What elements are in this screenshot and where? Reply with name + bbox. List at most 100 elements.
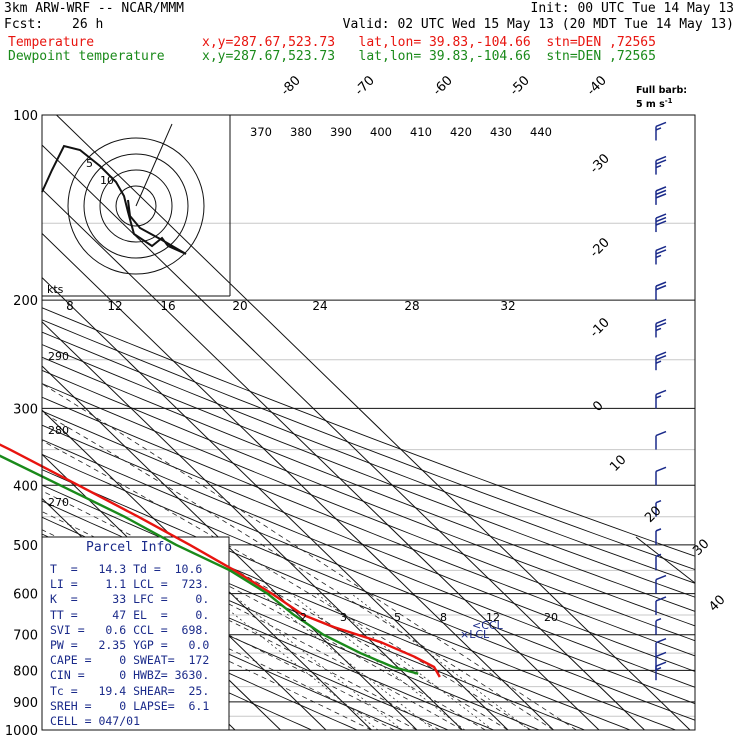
wind-barb-full: [655, 193, 667, 199]
isotherm-line: [42, 321, 463, 730]
wind-barb-full: [655, 189, 667, 196]
wind-barb-full: [655, 121, 667, 128]
parcel-info-row: CIN = 0 HWBZ= 3630.: [50, 668, 210, 683]
wind-barb: [655, 281, 667, 301]
wind-barb-full: [655, 322, 667, 328]
wind-barb: [655, 389, 667, 409]
model-title: 3km ARW-WRF -- NCAR/MMM: [4, 1, 185, 16]
wind-barb: [655, 351, 667, 371]
barb-legend-exponent: -1: [664, 97, 673, 105]
theta-label: 400: [370, 125, 392, 139]
moist-adiabat-line: [42, 490, 486, 730]
hodograph-ring-label: 10: [100, 174, 114, 187]
wind-barb-half: [655, 528, 662, 532]
wind-barb-full: [655, 220, 667, 226]
moist-adiabat-line: [42, 440, 532, 730]
hodograph-ring: [115, 185, 157, 227]
wind-barb-full: [655, 155, 667, 162]
parcel-info-box: [41, 536, 696, 731]
isotherm-line: [42, 232, 554, 730]
wind-barb-full: [655, 661, 667, 667]
parcel-info-row: PW = 2.35 YGP = 0.0: [50, 638, 210, 652]
isotherm-label: -10: [587, 315, 613, 341]
pressure-label: 1000: [5, 724, 38, 739]
pressure-label: 600: [13, 588, 38, 603]
mixing-ratio-label: 5: [394, 611, 401, 624]
temperature-line: [0, 443, 441, 678]
isotherm-line: [42, 144, 645, 730]
hodograph-ring: [99, 169, 173, 243]
wind-barb-full: [655, 355, 667, 361]
wind-barb-full: [655, 466, 667, 472]
wind-barb-full: [655, 596, 667, 602]
parcel-info-row: SVI = 0.6 CCL = 698.: [50, 622, 210, 637]
wind-barb: [655, 661, 667, 681]
wind-barb-full: [655, 430, 667, 437]
barb-legend: Full barb: 5 m s-1: [636, 86, 687, 110]
dry-adiabat-line: [42, 383, 695, 642]
wind-barb-full: [655, 284, 667, 291]
isotherm-line: [42, 276, 509, 730]
isotherm-label: -60: [430, 73, 456, 99]
parcel-info-row: K = 33 LFC = 0.: [50, 592, 210, 607]
wind-barb: [655, 500, 662, 517]
dry-adiabat-line: [42, 410, 695, 672]
sounding-series: [0, 443, 441, 678]
forecast-hour: 26 h: [72, 17, 104, 32]
isotherm-label: -50: [507, 73, 533, 99]
dry-adiabat-line: [42, 331, 695, 584]
isotherm-line: [42, 409, 372, 730]
wind-barb-half: [655, 360, 662, 364]
dry-adiabat-label: 290: [48, 350, 69, 363]
barb-legend-line2: 5 m s: [636, 99, 665, 111]
parcel-info-row: CELL = 047/01: [50, 714, 141, 728]
wind-barb: [655, 618, 662, 635]
isotherm-label: 20: [642, 504, 664, 526]
dry-adiabat-line: [42, 439, 695, 705]
dry-adiabat-line: [42, 424, 695, 688]
wind-barbs: [655, 121, 667, 681]
isotherm-line: [0, 115, 8, 730]
hodograph: 5 10: [41, 115, 231, 297]
wind-barb-half: [655, 327, 662, 332]
parcel-info-row: CAPE = 0 SWEAT= 172: [50, 653, 210, 668]
isotherm-label: 0: [590, 398, 606, 414]
wind-barb-full: [655, 249, 667, 255]
plot-frame: [41, 114, 696, 731]
isotherm-label: -80: [278, 73, 304, 99]
parcel-info-row: TT = 47 EL = 0.: [50, 607, 210, 622]
wind-barb-full: [655, 318, 667, 325]
isotherm-label: -20: [587, 235, 613, 261]
mixing-ratio-label: 2: [300, 611, 307, 624]
parcel-info-frame: [41, 536, 230, 731]
wind-barb-half: [655, 553, 662, 558]
dry-adiabat-line: [42, 356, 695, 612]
wind-barb: [655, 318, 667, 338]
wind-barb: [655, 430, 667, 450]
wind-barb-full: [655, 213, 667, 219]
parcel-info-row: LI = 1.1 LCL = 723.: [50, 577, 210, 592]
hodograph-trace: [41, 144, 187, 255]
wind-barb-full: [655, 216, 667, 223]
isotherm-label: -30: [587, 151, 613, 177]
dry-adiabat-line: [42, 307, 695, 557]
mixing-ratio-label: 8: [440, 611, 447, 624]
isotherm-label: -70: [352, 73, 378, 99]
wind-barb: [655, 121, 667, 141]
mixing-ratio-label: 20: [544, 611, 558, 624]
hodograph-scale-label: 24: [312, 299, 327, 313]
wind-barb-half: [655, 127, 662, 131]
wind-barb: [655, 638, 667, 657]
wind-barb-full: [655, 351, 667, 357]
dry-adiabat-line: [42, 369, 695, 627]
wind-barb-half: [655, 500, 662, 504]
ccl-marker: <CCL: [472, 619, 504, 632]
wind-barb: [655, 528, 662, 545]
dry-adiabat-label: 270: [48, 496, 69, 509]
dry-adiabat-line: [42, 396, 695, 657]
hodograph-scale-label: 8: [66, 299, 74, 313]
temperature-station-info: x,y=287.67,523.73 lat,lon= 39.83,-104.66…: [202, 35, 656, 50]
pressure-label: 900: [13, 696, 38, 711]
isotherm-line: [42, 188, 600, 730]
wind-barb-half: [655, 618, 662, 622]
